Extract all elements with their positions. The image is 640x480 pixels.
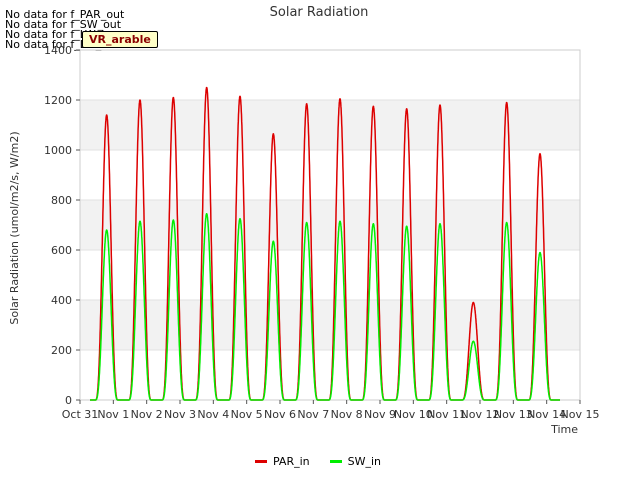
x-tick-label: Nov 7 bbox=[297, 408, 329, 421]
legend-item-par-in: PAR_in bbox=[255, 455, 310, 468]
x-tick-label: Nov 11 bbox=[427, 408, 466, 421]
x-tick-label: Nov 4 bbox=[197, 408, 229, 421]
legend-swatch-par-in bbox=[255, 460, 267, 463]
x-tick-label: Nov 10 bbox=[394, 408, 433, 421]
x-tick-label: Nov 12 bbox=[461, 408, 500, 421]
x-tick-label: Nov 6 bbox=[264, 408, 296, 421]
grid-band bbox=[80, 200, 580, 250]
legend-swatch-sw-in bbox=[329, 460, 342, 463]
x-tick-label: Nov 9 bbox=[364, 408, 396, 421]
legend-label-par-in: PAR_in bbox=[273, 455, 310, 468]
x-tick-label: Nov 8 bbox=[331, 408, 363, 421]
y-tick-label: 200 bbox=[51, 344, 72, 357]
no-data-message: No data for f_LW_out bbox=[5, 38, 120, 51]
y-tick-label: 1200 bbox=[44, 94, 72, 107]
x-tick-label: Nov 3 bbox=[164, 408, 196, 421]
grid-band bbox=[80, 100, 580, 150]
x-tick-label: Nov 14 bbox=[527, 408, 566, 421]
no-data-message: No data for f_PAR_out bbox=[5, 8, 125, 21]
y-tick-label: 1400 bbox=[44, 44, 72, 57]
y-tick-label: 600 bbox=[51, 244, 72, 257]
no-data-message: No data for f_LW_in bbox=[5, 28, 112, 41]
x-tick-label: Nov 15 bbox=[561, 408, 600, 421]
grid-band bbox=[80, 300, 580, 350]
legend: PAR_in SW_in bbox=[255, 455, 381, 468]
y-tick-label: 1000 bbox=[44, 144, 72, 157]
y-tick-label: 400 bbox=[51, 294, 72, 307]
legend-label-sw-in: SW_in bbox=[347, 455, 382, 468]
site-badge: VR_arable bbox=[82, 31, 158, 48]
no-data-message: No data for f_SW_out bbox=[5, 18, 122, 31]
x-tick-label: Nov 1 bbox=[97, 408, 129, 421]
y-tick-label: 0 bbox=[65, 394, 72, 407]
y-axis-label: Solar Radiation (umol/m2/s, W/m2) bbox=[8, 131, 21, 324]
x-tick-label: Nov 13 bbox=[494, 408, 533, 421]
legend-item-sw-in: SW_in bbox=[329, 455, 382, 468]
x-tick-label: Nov 2 bbox=[131, 408, 163, 421]
x-axis-label: Time bbox=[550, 423, 578, 436]
chart-title: Solar Radiation bbox=[270, 5, 369, 20]
x-tick-label: Oct 31 bbox=[62, 408, 99, 421]
x-tick-label: Nov 5 bbox=[231, 408, 263, 421]
y-tick-label: 800 bbox=[51, 194, 72, 207]
series-line-sw-in bbox=[89, 213, 561, 401]
